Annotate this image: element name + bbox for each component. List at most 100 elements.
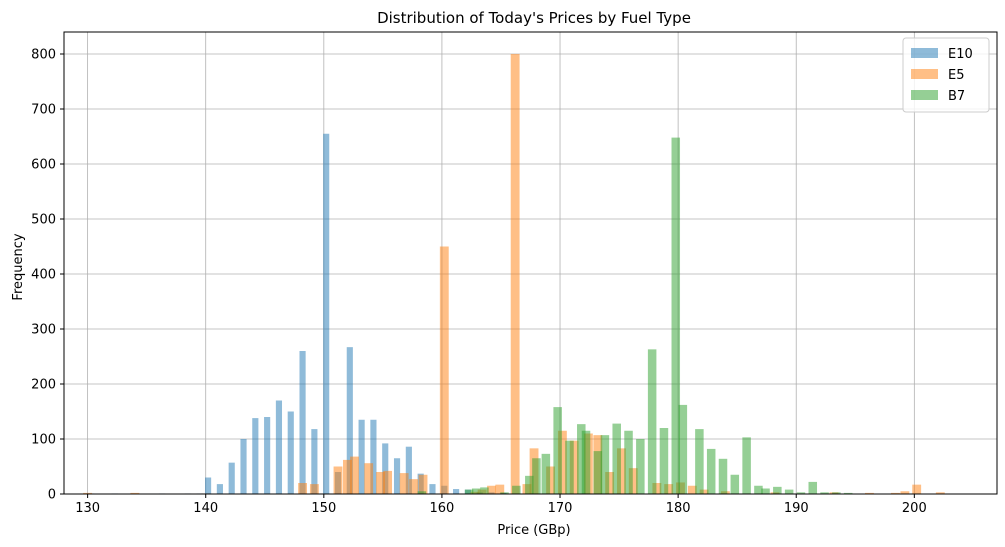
bar-e5 xyxy=(130,492,140,494)
bar-b7 xyxy=(678,404,688,494)
bar-b7 xyxy=(417,491,427,494)
bar-e10 xyxy=(453,489,460,494)
bar-e10 xyxy=(216,484,223,494)
bar-e10 xyxy=(205,477,212,494)
bar-e10 xyxy=(323,133,330,494)
bar-b7 xyxy=(612,423,621,494)
y-tick-label: 800 xyxy=(31,48,56,63)
bar-b7 xyxy=(754,485,763,494)
bar-b7 xyxy=(671,137,681,494)
bar-e5 xyxy=(309,484,319,494)
bar-b7 xyxy=(636,439,645,494)
bar-e5 xyxy=(376,472,385,494)
bar-e5 xyxy=(569,440,579,494)
bar-e5 xyxy=(418,474,428,494)
y-axis-label: Frequency xyxy=(11,233,26,300)
bar-e5 xyxy=(399,473,409,494)
bar-e5 xyxy=(439,246,449,494)
bar-b7 xyxy=(820,492,829,494)
bar-b7 xyxy=(718,458,728,494)
bar-b7 xyxy=(593,451,603,494)
bar-b7 xyxy=(843,492,853,494)
bar-e5 xyxy=(409,479,419,494)
bar-b7 xyxy=(565,440,574,494)
series-b7 xyxy=(417,137,853,494)
bar-b7 xyxy=(706,448,716,494)
bar-e5 xyxy=(487,485,496,494)
bar-e5 xyxy=(343,459,352,494)
bar-e5 xyxy=(495,484,505,494)
bar-b7 xyxy=(808,481,818,494)
x-tick-label: 150 xyxy=(311,501,336,516)
bar-e10 xyxy=(228,462,235,494)
bar-e10 xyxy=(287,411,294,494)
x-tick-label: 170 xyxy=(548,501,573,516)
bar-b7 xyxy=(730,474,740,494)
legend-label-b7: B7 xyxy=(948,89,965,104)
bar-e5 xyxy=(364,463,374,494)
y-tick-label: 700 xyxy=(31,103,56,118)
bar-e5 xyxy=(935,492,945,494)
bar-e5 xyxy=(900,491,910,494)
y-tick-label: 200 xyxy=(31,378,56,393)
x-tick-label: 200 xyxy=(902,501,927,516)
y-tick-label: 100 xyxy=(31,433,56,448)
x-tick-label: 190 xyxy=(784,501,809,516)
bar-e5 xyxy=(510,54,520,494)
bar-b7 xyxy=(624,430,633,494)
bar-e10 xyxy=(275,400,283,494)
bar-b7 xyxy=(480,487,489,494)
bar-b7 xyxy=(761,488,770,494)
bar-e10 xyxy=(429,484,436,494)
bar-b7 xyxy=(647,349,657,494)
bar-e10 xyxy=(299,351,306,494)
chart-title: Distribution of Today's Prices by Fuel T… xyxy=(377,9,691,27)
series-e5 xyxy=(83,54,945,494)
bar-b7 xyxy=(773,486,782,494)
bar-e10 xyxy=(264,417,271,494)
bar-b7 xyxy=(784,489,794,494)
legend-swatch-e5 xyxy=(911,69,938,79)
legend: E10 E5 B7 xyxy=(902,37,990,113)
bar-e5 xyxy=(865,492,874,494)
plot-area: 130 140 150 160 170 180 190 200 0 100 200 300 400 500… xyxy=(31,31,998,516)
x-tick-label: 140 xyxy=(193,501,218,516)
y-tick-label: 0 xyxy=(48,488,56,503)
bar-e5 xyxy=(333,466,343,494)
y-tick-label: 500 xyxy=(31,213,56,228)
bar-e5 xyxy=(628,468,638,494)
series-e10 xyxy=(88,133,507,494)
bar-e5 xyxy=(350,456,359,494)
bar-b7 xyxy=(471,488,481,494)
legend-swatch-e10 xyxy=(911,48,938,58)
bar-b7 xyxy=(832,492,841,494)
bar-b7 xyxy=(553,407,562,494)
bar-e5 xyxy=(83,492,93,494)
bar-e10 xyxy=(346,347,353,494)
bar-e10 xyxy=(382,443,389,494)
bar-b7 xyxy=(742,437,751,494)
bar-e10 xyxy=(393,458,401,494)
bar-e5 xyxy=(605,472,615,494)
bar-e5 xyxy=(298,483,307,494)
bar-e5 xyxy=(891,492,900,494)
legend-label-e10: E10 xyxy=(948,47,973,62)
x-tick-label: 130 xyxy=(75,501,100,516)
bar-e5 xyxy=(912,484,922,494)
bar-b7 xyxy=(659,428,669,494)
y-tick-label: 300 xyxy=(31,323,56,338)
bar-e5 xyxy=(664,484,674,494)
bar-e5 xyxy=(699,489,709,494)
bar-b7 xyxy=(796,492,806,494)
x-tick-label: 160 xyxy=(430,501,455,516)
x-axis-label: Price (GBp) xyxy=(497,523,570,538)
bar-e10 xyxy=(358,419,365,494)
bar-b7 xyxy=(581,430,591,494)
bar-e10 xyxy=(405,446,412,494)
bar-e10 xyxy=(370,419,377,494)
bar-e5 xyxy=(617,448,626,494)
bar-b7 xyxy=(541,453,551,494)
bar-e10 xyxy=(240,439,247,494)
axes-frame xyxy=(63,31,998,495)
